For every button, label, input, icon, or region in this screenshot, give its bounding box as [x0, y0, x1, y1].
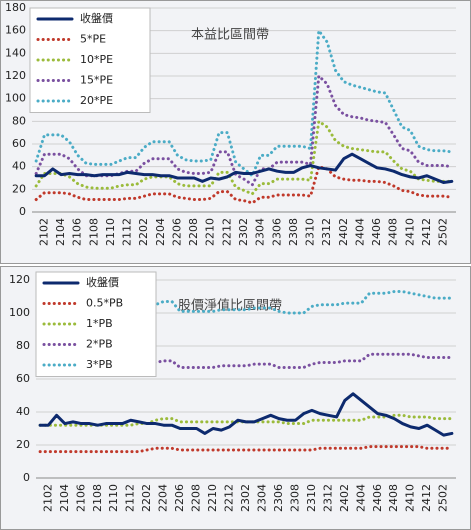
x-tick-label: 2104 [54, 218, 67, 246]
x-tick-label: 2110 [107, 484, 120, 512]
x-tick-label: 2306 [270, 218, 283, 246]
series-line [38, 392, 454, 437]
x-tick-label: 2206 [170, 218, 183, 246]
legend-label: 收盤價 [86, 275, 119, 289]
x-tick-label: 2502 [437, 484, 450, 512]
x-tick-label: 2208 [190, 484, 203, 512]
legend-box [35, 271, 157, 377]
y-tick-label: 0 [19, 205, 26, 218]
x-tick-label: 2204 [157, 484, 170, 512]
x-tick-label: 2212 [220, 218, 233, 246]
x-tick-label: 2404 [354, 484, 367, 512]
x-tick-label: 2412 [420, 484, 433, 512]
series-line [34, 119, 454, 196]
series-line [38, 413, 454, 427]
series-line [38, 290, 454, 323]
series-line [34, 29, 454, 178]
x-tick-label: 2304 [254, 218, 267, 246]
y-tick-label: 100 [9, 306, 30, 319]
x-tick-label: 2206 [173, 484, 186, 512]
y-tick-label: 80 [16, 339, 30, 352]
y-tick-label: 140 [5, 46, 26, 59]
x-tick-label: 2410 [403, 218, 416, 246]
x-tick-label: 2304 [255, 484, 268, 512]
legend-label: 10*PE [80, 53, 113, 66]
x-tick-label: 2210 [204, 218, 217, 246]
y-tick-label: 40 [12, 160, 26, 173]
legend-label: 收盤價 [80, 11, 113, 25]
x-tick-label: 2204 [154, 218, 167, 246]
y-tick-label: 120 [5, 69, 26, 82]
x-tick-label: 2106 [74, 484, 87, 512]
legend-label: 15*PE [80, 74, 113, 87]
x-tick-label: 2408 [387, 484, 400, 512]
x-tick-label: 2310 [305, 484, 318, 512]
x-tick-label: 2102 [41, 484, 54, 512]
x-tick-label: 2110 [104, 218, 117, 246]
x-tick-label: 2502 [437, 218, 450, 246]
x-tick-label: 2302 [237, 218, 250, 246]
y-tick-label: 40 [16, 405, 30, 418]
x-tick-label: 2112 [121, 218, 134, 246]
legend-label: 0.5*PB [86, 297, 123, 310]
x-tick-label: 2208 [187, 218, 200, 246]
x-tick-label: 2210 [206, 484, 219, 512]
x-tick-label: 2106 [71, 218, 84, 246]
x-tick-label: 2308 [287, 218, 300, 246]
x-tick-label: 2406 [371, 484, 384, 512]
y-tick-label: 160 [5, 24, 26, 37]
y-tick-label: 120 [9, 273, 30, 286]
legend-label: 2*PB [86, 338, 113, 351]
legend-label: 5*PE [80, 33, 106, 46]
x-tick-label: 2104 [58, 484, 71, 512]
x-tick-label: 2402 [338, 484, 351, 512]
y-tick-label: 20 [12, 182, 26, 195]
x-tick-label: 2312 [321, 484, 334, 512]
series-line [34, 152, 454, 185]
x-tick-label: 2412 [420, 218, 433, 246]
x-tick-label: 2112 [124, 484, 137, 512]
x-tick-label: 2108 [87, 218, 100, 246]
legend-label: 1*PB [86, 317, 113, 330]
x-tick-label: 2202 [140, 484, 153, 512]
y-tick-label: 100 [5, 92, 26, 105]
x-tick-label: 2306 [272, 484, 285, 512]
legend-label: 3*PB [86, 358, 113, 371]
legend-label: 20*PE [80, 94, 113, 107]
x-tick-label: 2302 [239, 484, 252, 512]
legend-box [29, 7, 151, 113]
x-tick-label: 2102 [37, 218, 50, 246]
x-tick-label: 2202 [137, 218, 150, 246]
x-tick-label: 2310 [304, 218, 317, 246]
y-tick-label: 80 [12, 114, 26, 127]
y-tick-label: 0 [23, 471, 30, 484]
x-tick-label: 2406 [370, 218, 383, 246]
x-tick-label: 2108 [91, 484, 104, 512]
y-tick-label: 180 [5, 1, 26, 14]
x-tick-label: 2308 [288, 484, 301, 512]
x-tick-label: 2404 [353, 218, 366, 246]
x-tick-label: 2402 [337, 218, 350, 246]
x-tick-label: 2312 [320, 218, 333, 246]
x-tick-label: 2408 [387, 218, 400, 246]
x-tick-label: 2212 [223, 484, 236, 512]
chart-title: 股價淨值比區間帶 [178, 298, 282, 314]
y-tick-label: 20 [16, 438, 30, 451]
series-line [34, 165, 454, 205]
series-line [38, 352, 454, 376]
y-tick-label: 60 [12, 137, 26, 150]
chart-title: 本益比區間帶 [191, 28, 269, 43]
y-tick-label: 60 [16, 372, 30, 385]
x-tick-label: 2410 [404, 484, 417, 512]
